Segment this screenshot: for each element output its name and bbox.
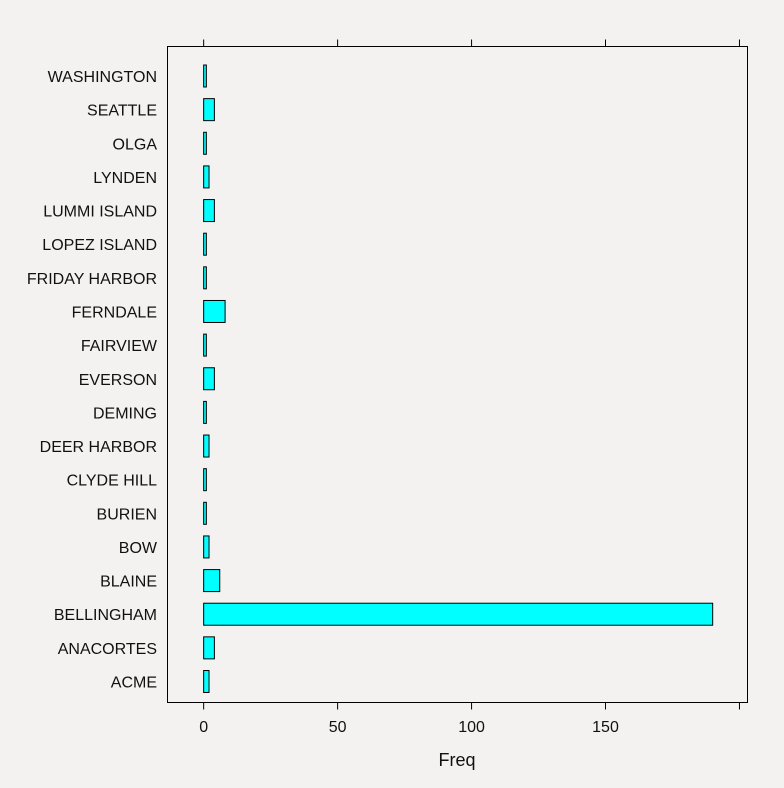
bar-anacortes — [203, 636, 215, 660]
category-label: EVERSON — [79, 372, 157, 389]
category-label: ACME — [111, 675, 157, 692]
bar-lynden — [203, 165, 210, 189]
bar-washington — [203, 64, 207, 88]
category-label: BELLINGHAM — [54, 607, 157, 624]
bar-fairview — [203, 333, 207, 357]
category-label: OLGA — [113, 136, 158, 153]
bar-lummi-island — [203, 199, 215, 223]
category-label: BURIEN — [97, 506, 157, 523]
bar-everson — [203, 367, 215, 391]
bar-burien — [203, 501, 207, 525]
x-tick-label: 0 — [199, 719, 208, 736]
category-label: BOW — [119, 540, 158, 557]
bar-blaine — [203, 569, 221, 593]
x-axis-label: Freq — [438, 750, 475, 770]
category-label: FERNDALE — [72, 304, 157, 321]
category-label: CLYDE HILL — [67, 473, 158, 490]
category-label: LUMMI ISLAND — [43, 204, 157, 221]
x-tick-label: 150 — [592, 719, 619, 736]
category-label: LYNDEN — [93, 170, 157, 187]
bar-deer-harbor — [203, 434, 210, 458]
bar-deming — [203, 400, 207, 424]
bars-layer — [203, 64, 714, 693]
category-label: LOPEZ ISLAND — [42, 237, 157, 254]
category-label: SEATTLE — [87, 103, 157, 120]
category-label: WASHINGTON — [48, 69, 157, 86]
category-labels: ACME ANACORTES BELLINGHAM BLAINE BOW BURIEN CL… — [27, 69, 158, 692]
plot-frame — [167, 46, 748, 703]
bar-clyde-hill — [203, 468, 207, 492]
x-axis-ticks: 0 50 100 150 — [199, 39, 740, 736]
x-tick-label: 50 — [329, 719, 347, 736]
bar-bellingham — [203, 602, 714, 626]
bar-olga — [203, 131, 207, 155]
bar-bow — [203, 535, 210, 559]
category-label: BLAINE — [100, 574, 157, 591]
bar-ferndale — [203, 299, 226, 323]
bar-seattle — [203, 98, 215, 122]
x-tick-label: 100 — [458, 719, 485, 736]
category-label: DEMING — [93, 405, 157, 422]
bar-friday-harbor — [203, 266, 207, 290]
category-label: DEER HARBOR — [40, 439, 157, 456]
category-label: ANACORTES — [58, 641, 157, 658]
bar-lopez-island — [203, 232, 207, 256]
category-label: FAIRVIEW — [81, 338, 158, 355]
bar-acme — [203, 670, 210, 693]
category-label: FRIDAY HARBOR — [27, 271, 157, 288]
